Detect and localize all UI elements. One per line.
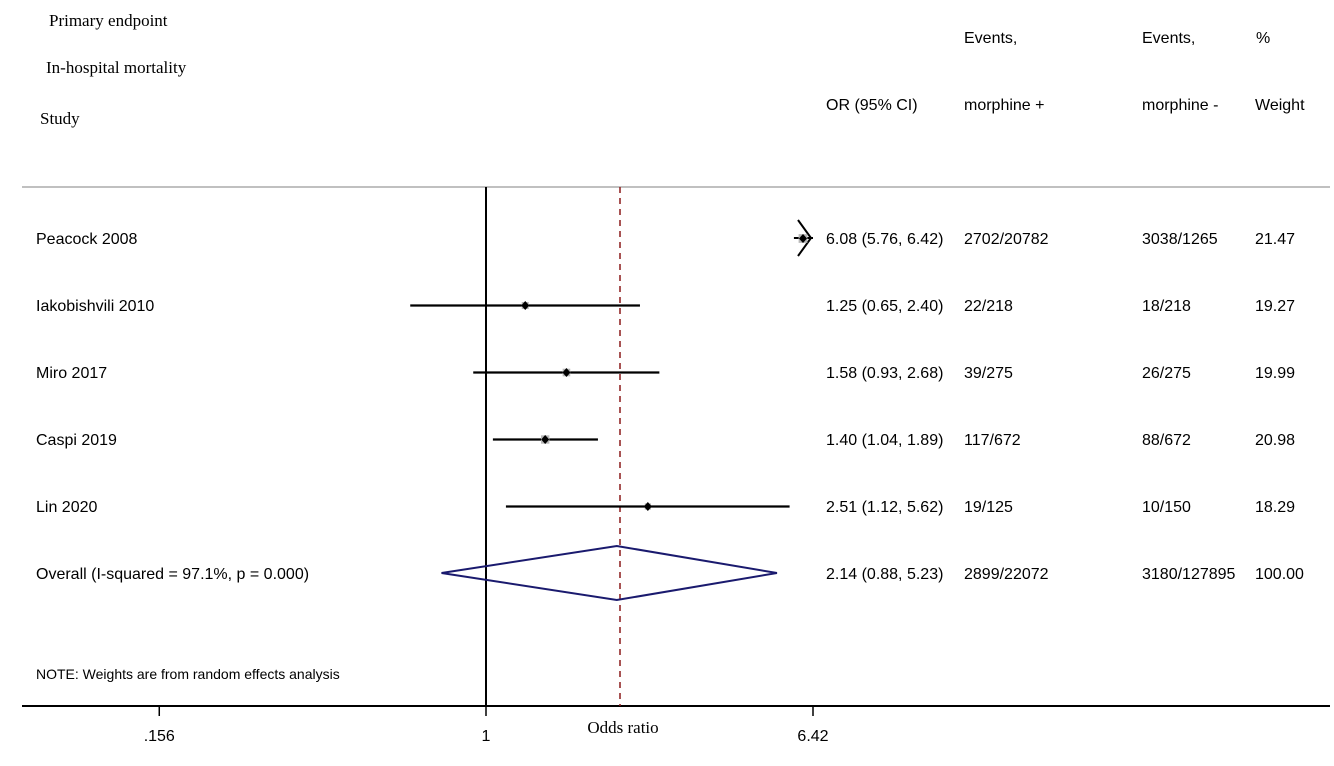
study-row: Caspi 2019 1.40 (1.04, 1.89) 117/672 88/672…: [36, 432, 1295, 449]
x-tick-label: 1: [482, 728, 491, 745]
header-events-plus-top: Events,: [964, 30, 1017, 47]
events-minus-value: 3038/1265: [1142, 231, 1218, 248]
weight-value: 18.29: [1255, 499, 1295, 516]
point-estimate-marker: [799, 234, 807, 243]
note-text: NOTE: Weights are from random effects an…: [36, 666, 340, 682]
study-row: Miro 2017 1.58 (0.93, 2.68) 39/275 26/275 19…: [36, 365, 1295, 382]
or-ci-value: 1.40 (1.04, 1.89): [826, 432, 943, 449]
point-estimate-marker: [541, 435, 550, 444]
point-estimate-marker: [643, 502, 652, 511]
or-ci-value: 1.25 (0.65, 2.40): [826, 298, 943, 315]
study-name: Miro 2017: [36, 365, 107, 382]
x-axis-ticks: .156 1 6.42: [144, 706, 829, 745]
study-name: Caspi 2019: [36, 432, 117, 449]
events-plus-value: 117/672: [964, 432, 1021, 449]
weight-value: 21.47: [1255, 231, 1295, 248]
study-row: Lin 2020 2.51 (1.12, 5.62) 19/125 10/150 18.…: [36, 499, 1295, 516]
header-primary-endpoint: Primary endpoint: [49, 11, 168, 30]
weight-value: 19.27: [1255, 298, 1295, 315]
x-axis-label: Odds ratio: [587, 718, 658, 737]
study-name: Lin 2020: [36, 499, 97, 516]
events-minus-value: 10/150: [1142, 499, 1191, 516]
or-ci-value: 2.51 (1.12, 5.62): [826, 499, 943, 516]
events-minus-value: 26/275: [1142, 365, 1191, 382]
x-tick-label: 6.42: [797, 728, 828, 745]
weight-value: 19.99: [1255, 365, 1295, 382]
events-plus-value: 19/125: [964, 499, 1013, 516]
ci-arrow-icon: [797, 219, 813, 257]
study-row: Iakobishvili 2010 1.25 (0.65, 2.40) 22/218…: [36, 298, 1295, 315]
header-events-minus-bottom: morphine -: [1142, 97, 1218, 114]
point-estimate-marker: [521, 301, 530, 310]
point-estimate-marker: [562, 368, 571, 377]
overall-label: Overall (I-squared = 97.1%, p = 0.000): [36, 566, 309, 583]
events-plus-value: 39/275: [964, 365, 1013, 382]
overall-or-ci: 2.14 (0.88, 5.23): [826, 566, 943, 583]
or-ci-value: 6.08 (5.76, 6.42): [826, 231, 943, 248]
study-name: Peacock 2008: [36, 231, 138, 248]
events-plus-value: 22/218: [964, 298, 1013, 315]
events-plus-value: 2702/20782: [964, 231, 1049, 248]
overall-events-minus: 3180/127895: [1142, 566, 1236, 583]
events-minus-value: 88/672: [1142, 432, 1191, 449]
header-weight-bottom: Weight: [1255, 97, 1305, 114]
header-events-minus-top: Events,: [1142, 30, 1195, 47]
weight-value: 20.98: [1255, 432, 1295, 449]
header-study: Study: [40, 109, 80, 128]
or-ci-value: 1.58 (0.93, 2.68): [826, 365, 943, 382]
overall-diamond: [441, 544, 778, 602]
header-outcome: In-hospital mortality: [46, 58, 187, 77]
study-rows: Peacock 2008 6.08 (5.76, 6.42) 2702/20782 3…: [36, 219, 1295, 516]
study-row: Peacock 2008 6.08 (5.76, 6.42) 2702/20782 3…: [36, 219, 1295, 257]
overall-events-plus: 2899/22072: [964, 566, 1049, 583]
header-weight-top: %: [1256, 30, 1270, 47]
header-events-plus-bottom: morphine +: [964, 97, 1045, 114]
overall-row: Overall (I-squared = 97.1%, p = 0.000) 2.…: [36, 544, 1304, 602]
events-minus-value: 18/218: [1142, 298, 1191, 315]
overall-weight: 100.00: [1255, 566, 1304, 583]
study-name: Iakobishvili 2010: [36, 298, 154, 315]
header-or-ci: OR (95% CI): [826, 97, 918, 114]
x-tick-label: .156: [144, 728, 175, 745]
